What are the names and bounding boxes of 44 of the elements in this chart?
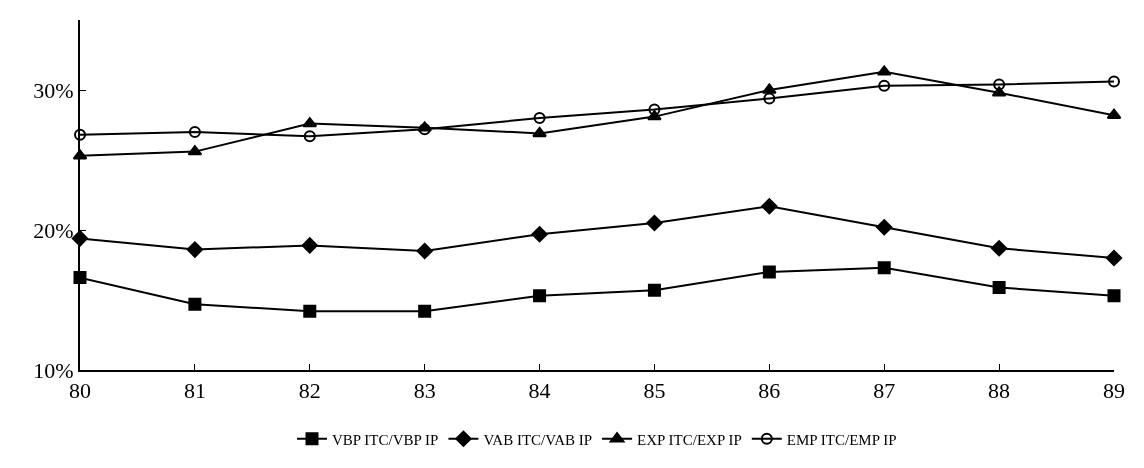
point (878, 79, 891, 92)
point (647, 283, 661, 297)
point (301, 237, 318, 254)
point (876, 219, 893, 236)
point (418, 123, 431, 136)
legend-label: VBP ITC/VBP IP (332, 431, 439, 448)
point (763, 92, 776, 105)
point (993, 78, 1006, 91)
legend-label: EMP ITC/EMP IP (786, 431, 897, 448)
x-tick-label: 85 (643, 378, 666, 404)
x-tick-label: 88 (988, 378, 1011, 404)
point (1108, 75, 1120, 88)
x-tick-label: 81 (183, 378, 206, 404)
point (1105, 249, 1123, 267)
x-tick-label: 82 (298, 378, 321, 404)
point (533, 112, 546, 124)
point (533, 289, 547, 303)
point (531, 226, 548, 243)
point (303, 130, 316, 143)
x-tick-label: 87 (873, 378, 896, 404)
point (416, 242, 433, 260)
point (186, 241, 204, 258)
legend-label: VAB ITC/VAB IP (483, 431, 593, 448)
point (648, 103, 661, 116)
y-tick-label: 30% (33, 77, 74, 103)
point (992, 280, 1006, 294)
point (990, 240, 1008, 257)
point (188, 297, 202, 311)
x-tick-label: 86 (758, 378, 781, 404)
point (877, 261, 891, 275)
x-tick-label: 84 (528, 378, 551, 404)
point (646, 214, 663, 232)
point (761, 198, 778, 215)
point (418, 304, 432, 318)
point (74, 128, 86, 141)
point (188, 126, 201, 138)
y-tick-label: 20% (33, 217, 74, 243)
point (762, 265, 776, 279)
x-tick-label: 89 (1103, 378, 1125, 404)
point (303, 304, 317, 318)
x-tick-label: 83 (413, 378, 436, 404)
point (532, 126, 547, 138)
legend-label: EXP ITC/EXP IP (637, 431, 742, 448)
point (1107, 289, 1121, 303)
